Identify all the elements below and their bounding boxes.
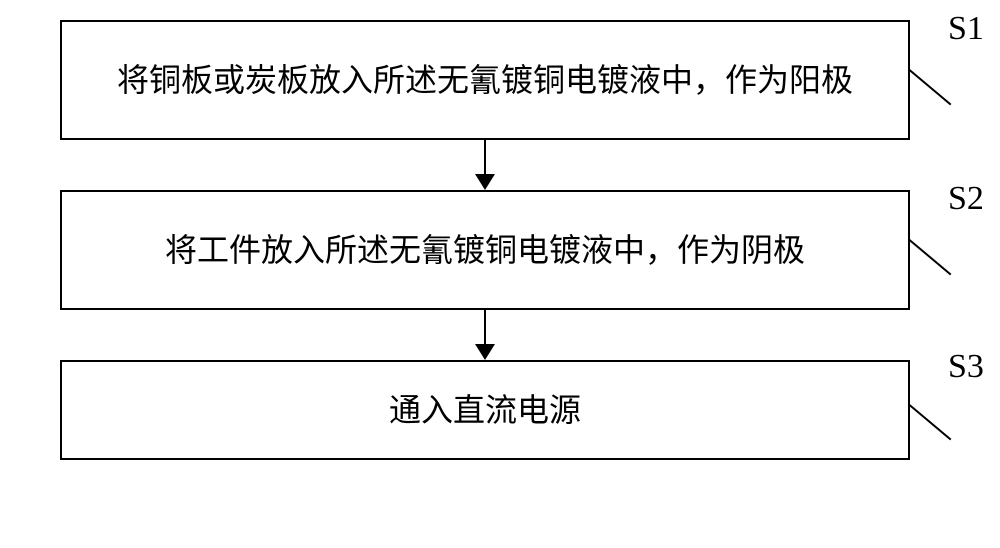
flowchart-container: 将铜板或炭板放入所述无氰镀铜电镀液中，作为阳极 将工件放入所述无氰镀铜电镀液中，…: [60, 20, 910, 460]
arrow-2-3-head: [475, 344, 495, 360]
flow-step-1-text: 将铜板或炭板放入所述无氰镀铜电镀液中，作为阳极: [117, 56, 853, 104]
flow-step-2-text: 将工件放入所述无氰镀铜电镀液中，作为阴极: [165, 226, 805, 274]
leader-s1: [908, 68, 951, 105]
flow-step-3-text: 通入直流电源: [389, 386, 581, 434]
label-s1: S1: [948, 10, 984, 48]
arrow-1-2-line: [484, 140, 486, 176]
label-s3-text: S3: [948, 348, 984, 385]
flow-step-3: 通入直流电源: [60, 360, 910, 460]
arrow-1-2-head: [475, 174, 495, 190]
leader-s2: [908, 238, 951, 275]
label-s2-text: S2: [948, 180, 984, 217]
flow-step-1: 将铜板或炭板放入所述无氰镀铜电镀液中，作为阳极: [60, 20, 910, 140]
label-s1-text: S1: [948, 10, 984, 47]
flow-step-2: 将工件放入所述无氰镀铜电镀液中，作为阴极: [60, 190, 910, 310]
label-s3: S3: [948, 348, 984, 386]
label-s2: S2: [948, 180, 984, 218]
arrow-1-2: [60, 140, 910, 190]
leader-s3: [908, 403, 951, 440]
arrow-2-3: [60, 310, 910, 360]
arrow-2-3-line: [484, 310, 486, 346]
